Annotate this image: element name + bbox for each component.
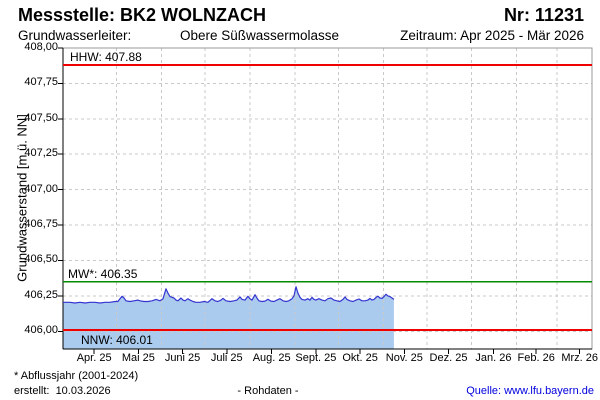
hhw-line-label: HHW: 407.88 (70, 49, 142, 64)
y-tick-label: 406,50 (24, 253, 58, 266)
y-tick-label: 407,25 (24, 147, 58, 160)
x-tick-label: Aug. 25 (252, 352, 291, 364)
y-tick-label: 408,00 (24, 41, 58, 53)
nnw-line-label: NNW: 406.01 (81, 332, 153, 347)
x-tick-label: Nov. 25 (385, 352, 423, 364)
x-tick-label: Dez. 25 (429, 352, 468, 364)
x-tick-label: Juni 25 (164, 352, 201, 364)
x-tick-label: Okt. 25 (342, 352, 378, 364)
source-link[interactable]: Quelle: www.lfu.bayern.de (466, 385, 594, 397)
aquifer-value: Obere Süßwassermolasse (180, 28, 340, 43)
x-tick-label: Sept. 25 (295, 352, 337, 364)
period-label: Zeitraum: Apr 2025 - Mär 2026 (400, 28, 584, 43)
abflussjahr-footnote: * Abflussjahr (2001-2024) (14, 370, 139, 382)
station-number: Nr: 11231 (503, 5, 584, 25)
y-tick-label: 406,00 (24, 324, 58, 337)
page-title: Messstelle: BK2 WOLNZACH (18, 5, 267, 25)
aquifer-label: Grundwasserleiter: (18, 28, 132, 43)
mw-line-label: MW*: 406.35 (68, 266, 138, 281)
x-tick-label: Mrz. 26 (561, 352, 599, 364)
y-tick-label: 407,75 (24, 76, 58, 89)
y-tick-label: 407,00 (24, 182, 58, 195)
rohdaten-label: - Rohdaten - (237, 385, 299, 397)
y-tick-label: 406,25 (24, 288, 58, 301)
x-tick-label: Mai 25 (121, 352, 155, 364)
x-tick-label: Apr. 25 (76, 352, 112, 364)
x-tick-label: Juli 25 (210, 352, 243, 364)
x-tick-label: Jan. 26 (475, 352, 512, 364)
y-tick-label: 407,50 (24, 111, 58, 124)
y-tick-label: 406,75 (24, 218, 58, 231)
x-tick-label: Feb. 26 (517, 352, 555, 364)
created-date: erstellt: 10.03.2026 (14, 385, 111, 397)
